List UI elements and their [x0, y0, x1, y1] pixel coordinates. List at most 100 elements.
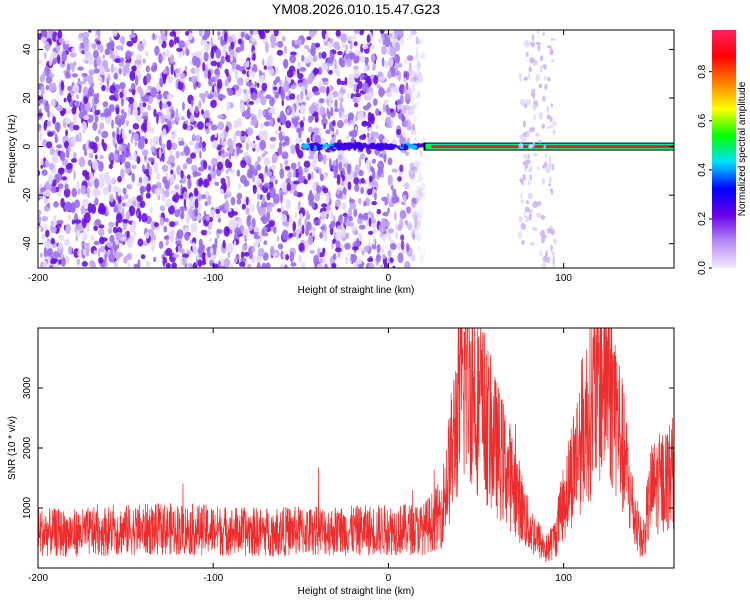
noise-speck [120, 35, 126, 45]
noise-speck [67, 85, 73, 92]
noise-speck [126, 253, 133, 261]
noise-speck [527, 180, 531, 186]
noise-speck [323, 187, 329, 194]
noise-speck [168, 205, 175, 215]
noise-speck [265, 170, 273, 177]
noise-speck [261, 262, 267, 268]
noise-speck [256, 178, 262, 186]
noise-speck [390, 108, 394, 113]
noise-speck [415, 45, 419, 57]
noise-band [518, 30, 558, 268]
tone-speck [378, 142, 385, 148]
noise-speck [306, 36, 312, 41]
noise-speck [358, 233, 363, 242]
noise-speck [183, 191, 189, 200]
noise-speck [149, 138, 153, 148]
noise-speck [520, 98, 525, 105]
noise-speck [64, 40, 70, 45]
noise-speck [216, 161, 223, 171]
noise-speck [397, 63, 403, 68]
snr-trace-group [38, 328, 674, 563]
noise-speck [86, 187, 91, 198]
noise-speck [109, 193, 114, 203]
noise-speck [69, 203, 76, 214]
noise-speck [242, 69, 247, 75]
noise-speck [261, 228, 266, 237]
noise-speck [164, 180, 170, 190]
noise-speck [82, 86, 89, 96]
colorbar-label: Normalized spectral amplitude [737, 81, 748, 216]
noise-speck [122, 65, 127, 77]
noise-speck [313, 220, 317, 226]
noise-speck [350, 136, 355, 145]
noise-speck [122, 129, 125, 140]
noise-speck [345, 44, 348, 51]
noise-speck [135, 75, 139, 86]
noise-speck [77, 188, 81, 195]
noise-speck [263, 240, 268, 245]
noise-speck [307, 235, 314, 246]
noise-speck [420, 149, 423, 157]
noise-speck [56, 54, 61, 65]
noise-speck [397, 244, 401, 251]
noise-speck [285, 254, 290, 261]
noise-speck [88, 69, 95, 75]
noise-speck [391, 168, 398, 173]
noise-speck [415, 162, 422, 174]
noise-speck [406, 224, 413, 229]
noise-speck [246, 215, 251, 227]
noise-speck [276, 235, 280, 242]
noise-speck [56, 144, 63, 149]
noise-speck [186, 174, 191, 180]
noise-speck [159, 77, 164, 88]
noise-speck [196, 121, 204, 130]
noise-speck [358, 197, 362, 205]
noise-speck [245, 233, 249, 240]
noise-speck [132, 200, 137, 206]
noise-speck [416, 38, 422, 45]
noise-speck [223, 257, 231, 268]
noise-speck [353, 33, 357, 39]
noise-speck [372, 180, 379, 191]
noise-speck [331, 262, 337, 268]
noise-speck [253, 168, 258, 176]
noise-speck [332, 160, 337, 166]
noise-speck [220, 55, 225, 65]
noise-speck [243, 251, 251, 257]
noise-speck [174, 68, 180, 75]
noise-speck [414, 91, 420, 99]
y-tick-label: 40 [22, 43, 33, 55]
noise-speck [90, 235, 95, 241]
noise-speck [342, 174, 345, 182]
noise-speck [192, 242, 196, 252]
noise-speck [243, 88, 247, 95]
noise-speck [378, 87, 385, 98]
noise-speck [81, 231, 88, 242]
noise-speck [52, 153, 59, 164]
noise-speck [198, 50, 203, 57]
noise-speck [194, 123, 197, 128]
noise-speck [418, 187, 424, 196]
noise-speck [355, 259, 363, 265]
noise-speck [354, 92, 362, 98]
noise-speck [354, 183, 360, 192]
noise-speck [382, 103, 386, 113]
noise-speck [164, 30, 168, 37]
noise-speck [358, 30, 365, 36]
noise-speck [329, 38, 334, 44]
y-tick-label: -20 [22, 187, 33, 202]
noise-speck [285, 199, 291, 210]
noise-speck [91, 261, 96, 268]
noise-speck [414, 168, 418, 174]
noise-speck [389, 46, 396, 57]
noise-speck [89, 175, 95, 186]
noise-speck [249, 30, 254, 36]
noise-speck [550, 190, 554, 195]
noise-speck [386, 192, 390, 204]
noise-speck [161, 103, 169, 109]
noise-speck [106, 84, 109, 93]
noise-speck [271, 164, 277, 171]
noise-speck [182, 123, 188, 130]
noise-speck [308, 72, 315, 82]
noise-speck [38, 112, 43, 117]
